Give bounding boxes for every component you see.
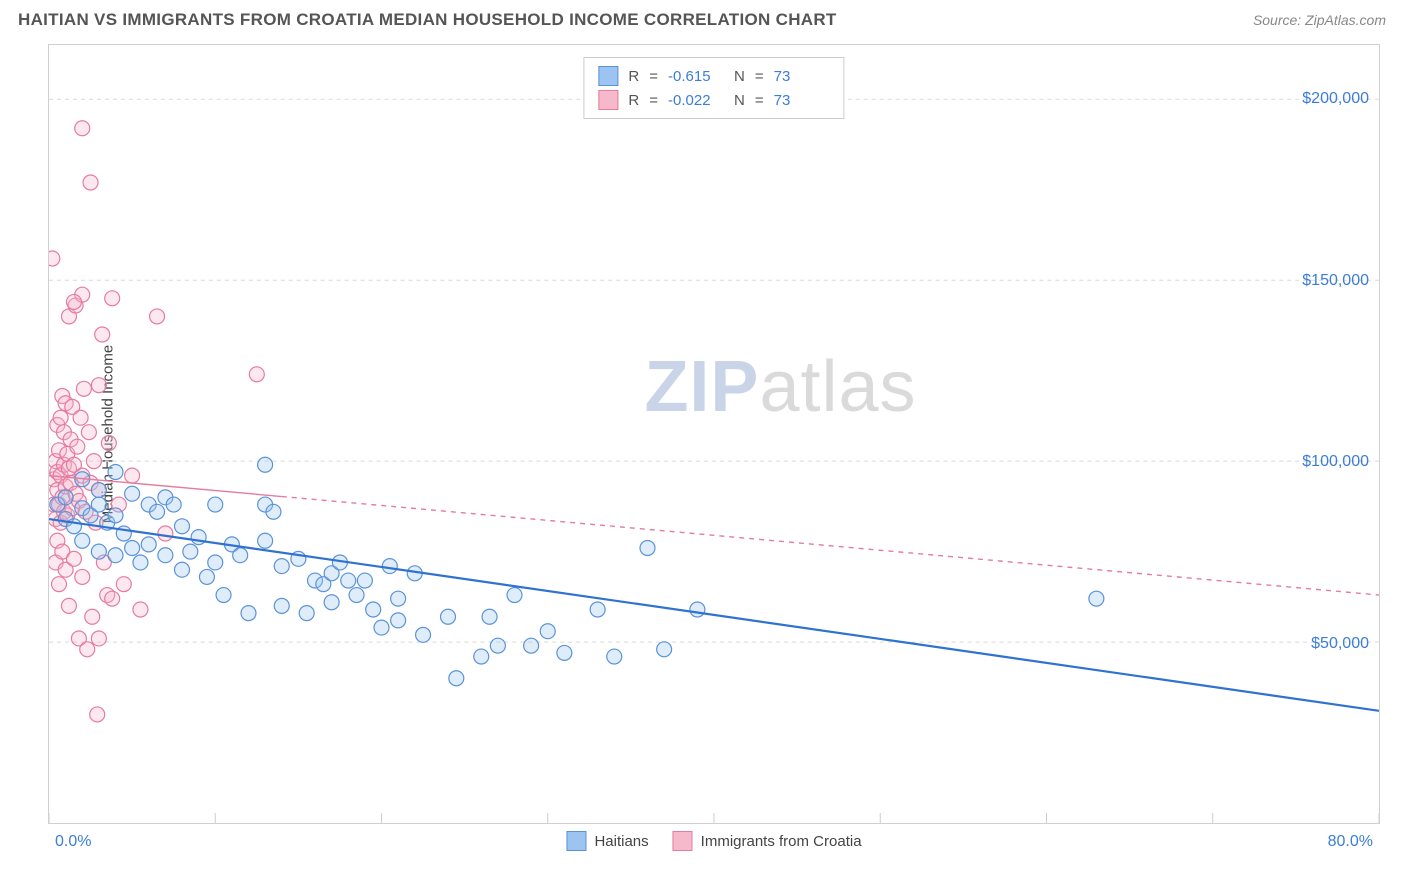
swatch-series-1 (598, 66, 618, 86)
legend-item-1: Haitians (566, 831, 648, 851)
y-tick-label: $100,000 (1302, 453, 1369, 471)
legend-item-2: Immigrants from Croatia (673, 831, 862, 851)
scatter-plot (49, 45, 1379, 823)
legend-swatch-2 (673, 831, 693, 851)
bottom-legend: Haitians Immigrants from Croatia (566, 831, 861, 851)
stats-row-1: R = -0.615 N = 73 (598, 64, 829, 88)
legend-label-1: Haitians (594, 833, 648, 850)
legend-label-2: Immigrants from Croatia (701, 833, 862, 850)
y-tick-label: $50,000 (1311, 635, 1369, 653)
stats-row-2: R = -0.022 N = 73 (598, 88, 829, 112)
swatch-series-2 (598, 90, 618, 110)
y-tick-label: $200,000 (1302, 90, 1369, 108)
y-tick-label: $150,000 (1302, 272, 1369, 290)
source-attribution: Source: ZipAtlas.com (1253, 12, 1386, 28)
legend-swatch-1 (566, 831, 586, 851)
stats-legend-box: R = -0.615 N = 73 R = -0.022 N = 73 (583, 57, 844, 119)
x-axis-max-label: 80.0% (1328, 833, 1373, 851)
x-axis-min-label: 0.0% (55, 833, 91, 851)
chart-title: HAITIAN VS IMMIGRANTS FROM CROATIA MEDIA… (18, 10, 837, 30)
chart-container: Median Household Income ZIPatlas R = -0.… (48, 44, 1380, 824)
